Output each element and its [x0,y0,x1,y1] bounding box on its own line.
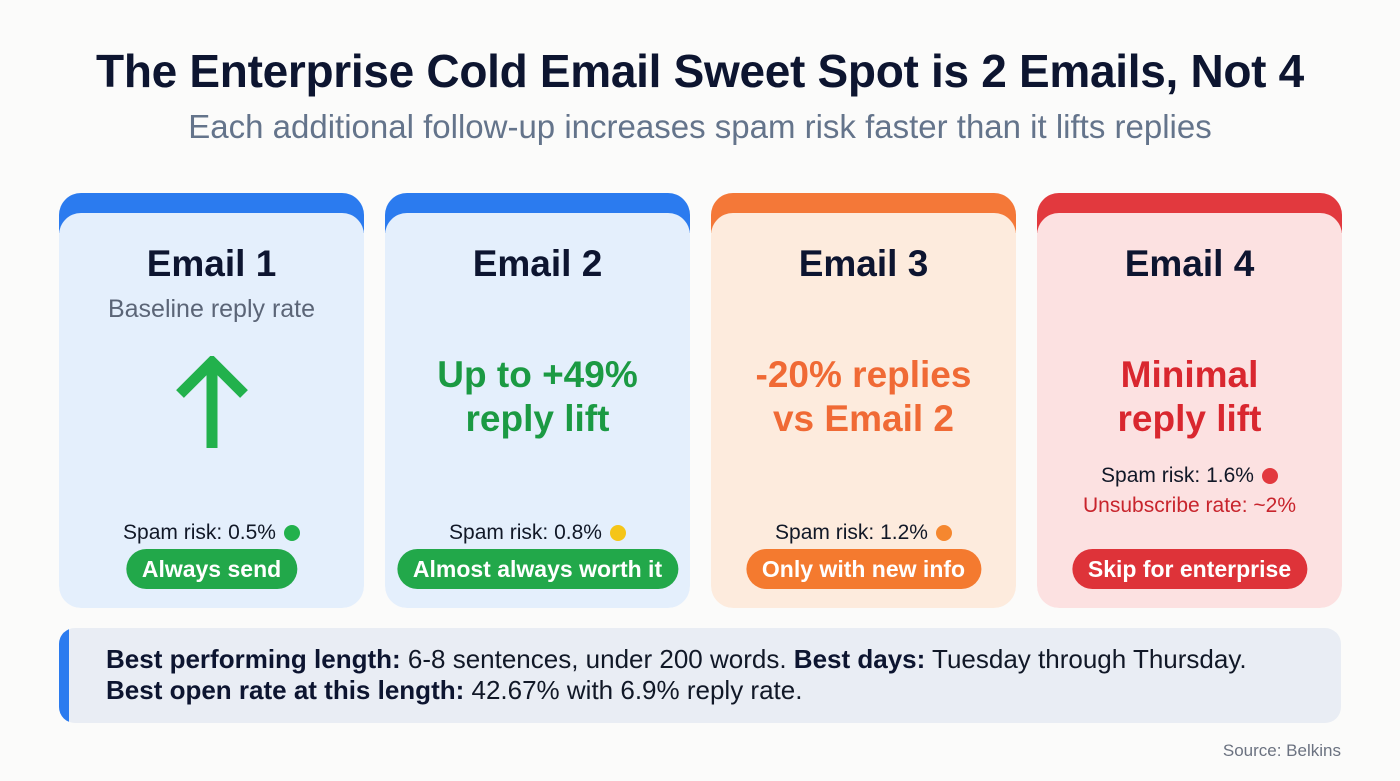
unsubscribe-rate: Unsubscribe rate: ~2% [1082,494,1297,517]
card-headline: -20% replies vs Email 2 [711,353,1016,441]
spam-risk-text: Spam risk: 1.6% [1101,464,1254,487]
best-open-rate-label: Best open rate at this length: [106,675,465,705]
best-length-label: Best performing length: [106,644,401,674]
arrow-up-icon [175,354,249,454]
headline-line-2: vs Email 2 [772,398,954,439]
risk-dot-icon [935,525,952,541]
action-badge: Almost always worth it [396,549,679,589]
headline-line-1: Up to +49% [437,354,638,395]
insights-line-2: Best open rate at this length: 42.67% wi… [106,675,1247,706]
page-subtitle: Each additional follow-up increases spam… [188,108,1212,145]
card-email-3: Email 3 -20% replies vs Email 2 Spam ris… [711,193,1016,608]
email-cards: Email 1 Baseline reply rate Spam risk: 0… [59,193,1342,608]
card-email-4: Email 4 Minimal reply lift Spam risk: 1.… [1037,193,1342,608]
action-badge: Only with new info [745,549,982,589]
card-body: Email 4 Minimal reply lift Spam risk: 1.… [1037,213,1342,608]
card-body: Email 3 -20% replies vs Email 2 Spam ris… [711,213,1016,608]
spam-risk: Spam risk: 1.2% [711,521,1016,545]
action-badge: Skip for enterprise [1071,549,1308,589]
risk-dot-icon [283,525,300,541]
best-days-value: Tuesday through Thursday. [925,644,1247,674]
risk-dot-icon [1261,468,1278,484]
best-days-label: Best days: [793,644,926,674]
insights-panel: Best performing length: 6-8 sentences, u… [59,628,1341,723]
headline-line-1: Minimal [1120,354,1259,395]
spam-risk: Spam risk: 1.6% [1037,464,1342,488]
headline-line-2: reply lift [465,398,610,439]
headline-line-1: -20% replies [755,354,972,395]
headline-line-2: reply lift [1117,398,1262,439]
card-body: Email 1 Baseline reply rate Spam risk: 0… [59,213,364,608]
best-length-value: 6-8 sentences, under 200 words. [400,644,794,674]
best-open-rate-value: 42.67% with 6.9% reply rate. [464,675,803,705]
card-headline: Up to +49% reply lift [385,353,690,441]
page-title: The Enterprise Cold Email Sweet Spot is … [96,45,1304,97]
card-email-2: Email 2 Up to +49% reply lift Spam risk:… [385,193,690,608]
card-subtitle: Baseline reply rate [107,295,316,323]
card-email-1: Email 1 Baseline reply rate Spam risk: 0… [59,193,364,608]
card-title: Email 4 [1124,243,1255,284]
insights-accent-bar [59,628,69,723]
spam-risk-text: Spam risk: 1.2% [775,521,928,544]
insights-text: Best performing length: 6-8 sentences, u… [106,644,1247,706]
card-title: Email 2 [472,243,603,284]
source-credit: Source: Belkins [1222,741,1341,760]
card-body: Email 2 Up to +49% reply lift Spam risk:… [385,213,690,608]
card-headline: Minimal reply lift [1037,353,1342,441]
action-badge: Always send [125,549,298,589]
spam-risk-text: Spam risk: 0.8% [449,521,602,544]
spam-risk: Spam risk: 0.5% [59,521,364,545]
card-title: Email 3 [798,243,929,284]
card-title: Email 1 [146,243,277,284]
spam-risk: Spam risk: 0.8% [385,521,690,545]
insights-line-1: Best performing length: 6-8 sentences, u… [106,644,1247,675]
risk-dot-icon [609,525,626,541]
spam-risk-text: Spam risk: 0.5% [123,521,276,544]
